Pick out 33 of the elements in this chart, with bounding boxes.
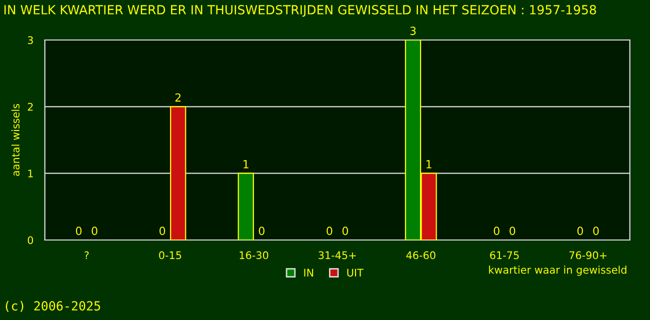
- y-axis-title: aantal wissels: [11, 104, 20, 176]
- data-label: 1: [426, 160, 432, 168]
- data-label: 0: [76, 226, 82, 236]
- data-label: 0: [494, 226, 500, 236]
- x-tick-label: 46-60: [406, 251, 436, 260]
- data-label: 0: [326, 226, 332, 236]
- x-tick-label: 0-15: [159, 251, 182, 260]
- x-tick-label: 61-75: [490, 251, 519, 260]
- text: (c) 2006-2025: [6, 300, 100, 312]
- x-tick-label: 16-30: [240, 251, 268, 260]
- data-label: 0: [510, 226, 516, 236]
- data-label: 3: [410, 26, 416, 36]
- chart-title: IN WELK KWARTIER WERD ER IN THUISWEDSTRIJDEN GEWISSELD IN HET SEIZOEN : 1957-1958: [4, 5, 596, 17]
- legend-label: IN: [304, 268, 314, 276]
- data-label: 0: [160, 226, 166, 236]
- legend-label: UIT: [347, 268, 364, 277]
- data-label: 1: [244, 160, 248, 168]
- bar: [238, 172, 254, 240]
- data-label: 0: [342, 226, 348, 236]
- data-label: 0: [258, 226, 264, 236]
- bar: [170, 106, 186, 240]
- x-tick-label: 76-90+: [569, 251, 606, 260]
- y-tick-label: 3: [28, 36, 33, 44]
- y-tick-label: 1: [28, 170, 33, 178]
- x-tick-label: ?: [84, 251, 89, 260]
- data-label: 0: [92, 226, 98, 236]
- x-axis-title: kwartier waar in gewisseld: [489, 266, 626, 276]
- data-label: 2: [175, 93, 181, 102]
- data-label: 0: [577, 226, 583, 236]
- data-label: 0: [593, 226, 599, 236]
- x-tick-label: 31-45+: [318, 251, 356, 260]
- y-tick-label: 0: [28, 236, 34, 244]
- y-tick-label: 2: [28, 102, 33, 111]
